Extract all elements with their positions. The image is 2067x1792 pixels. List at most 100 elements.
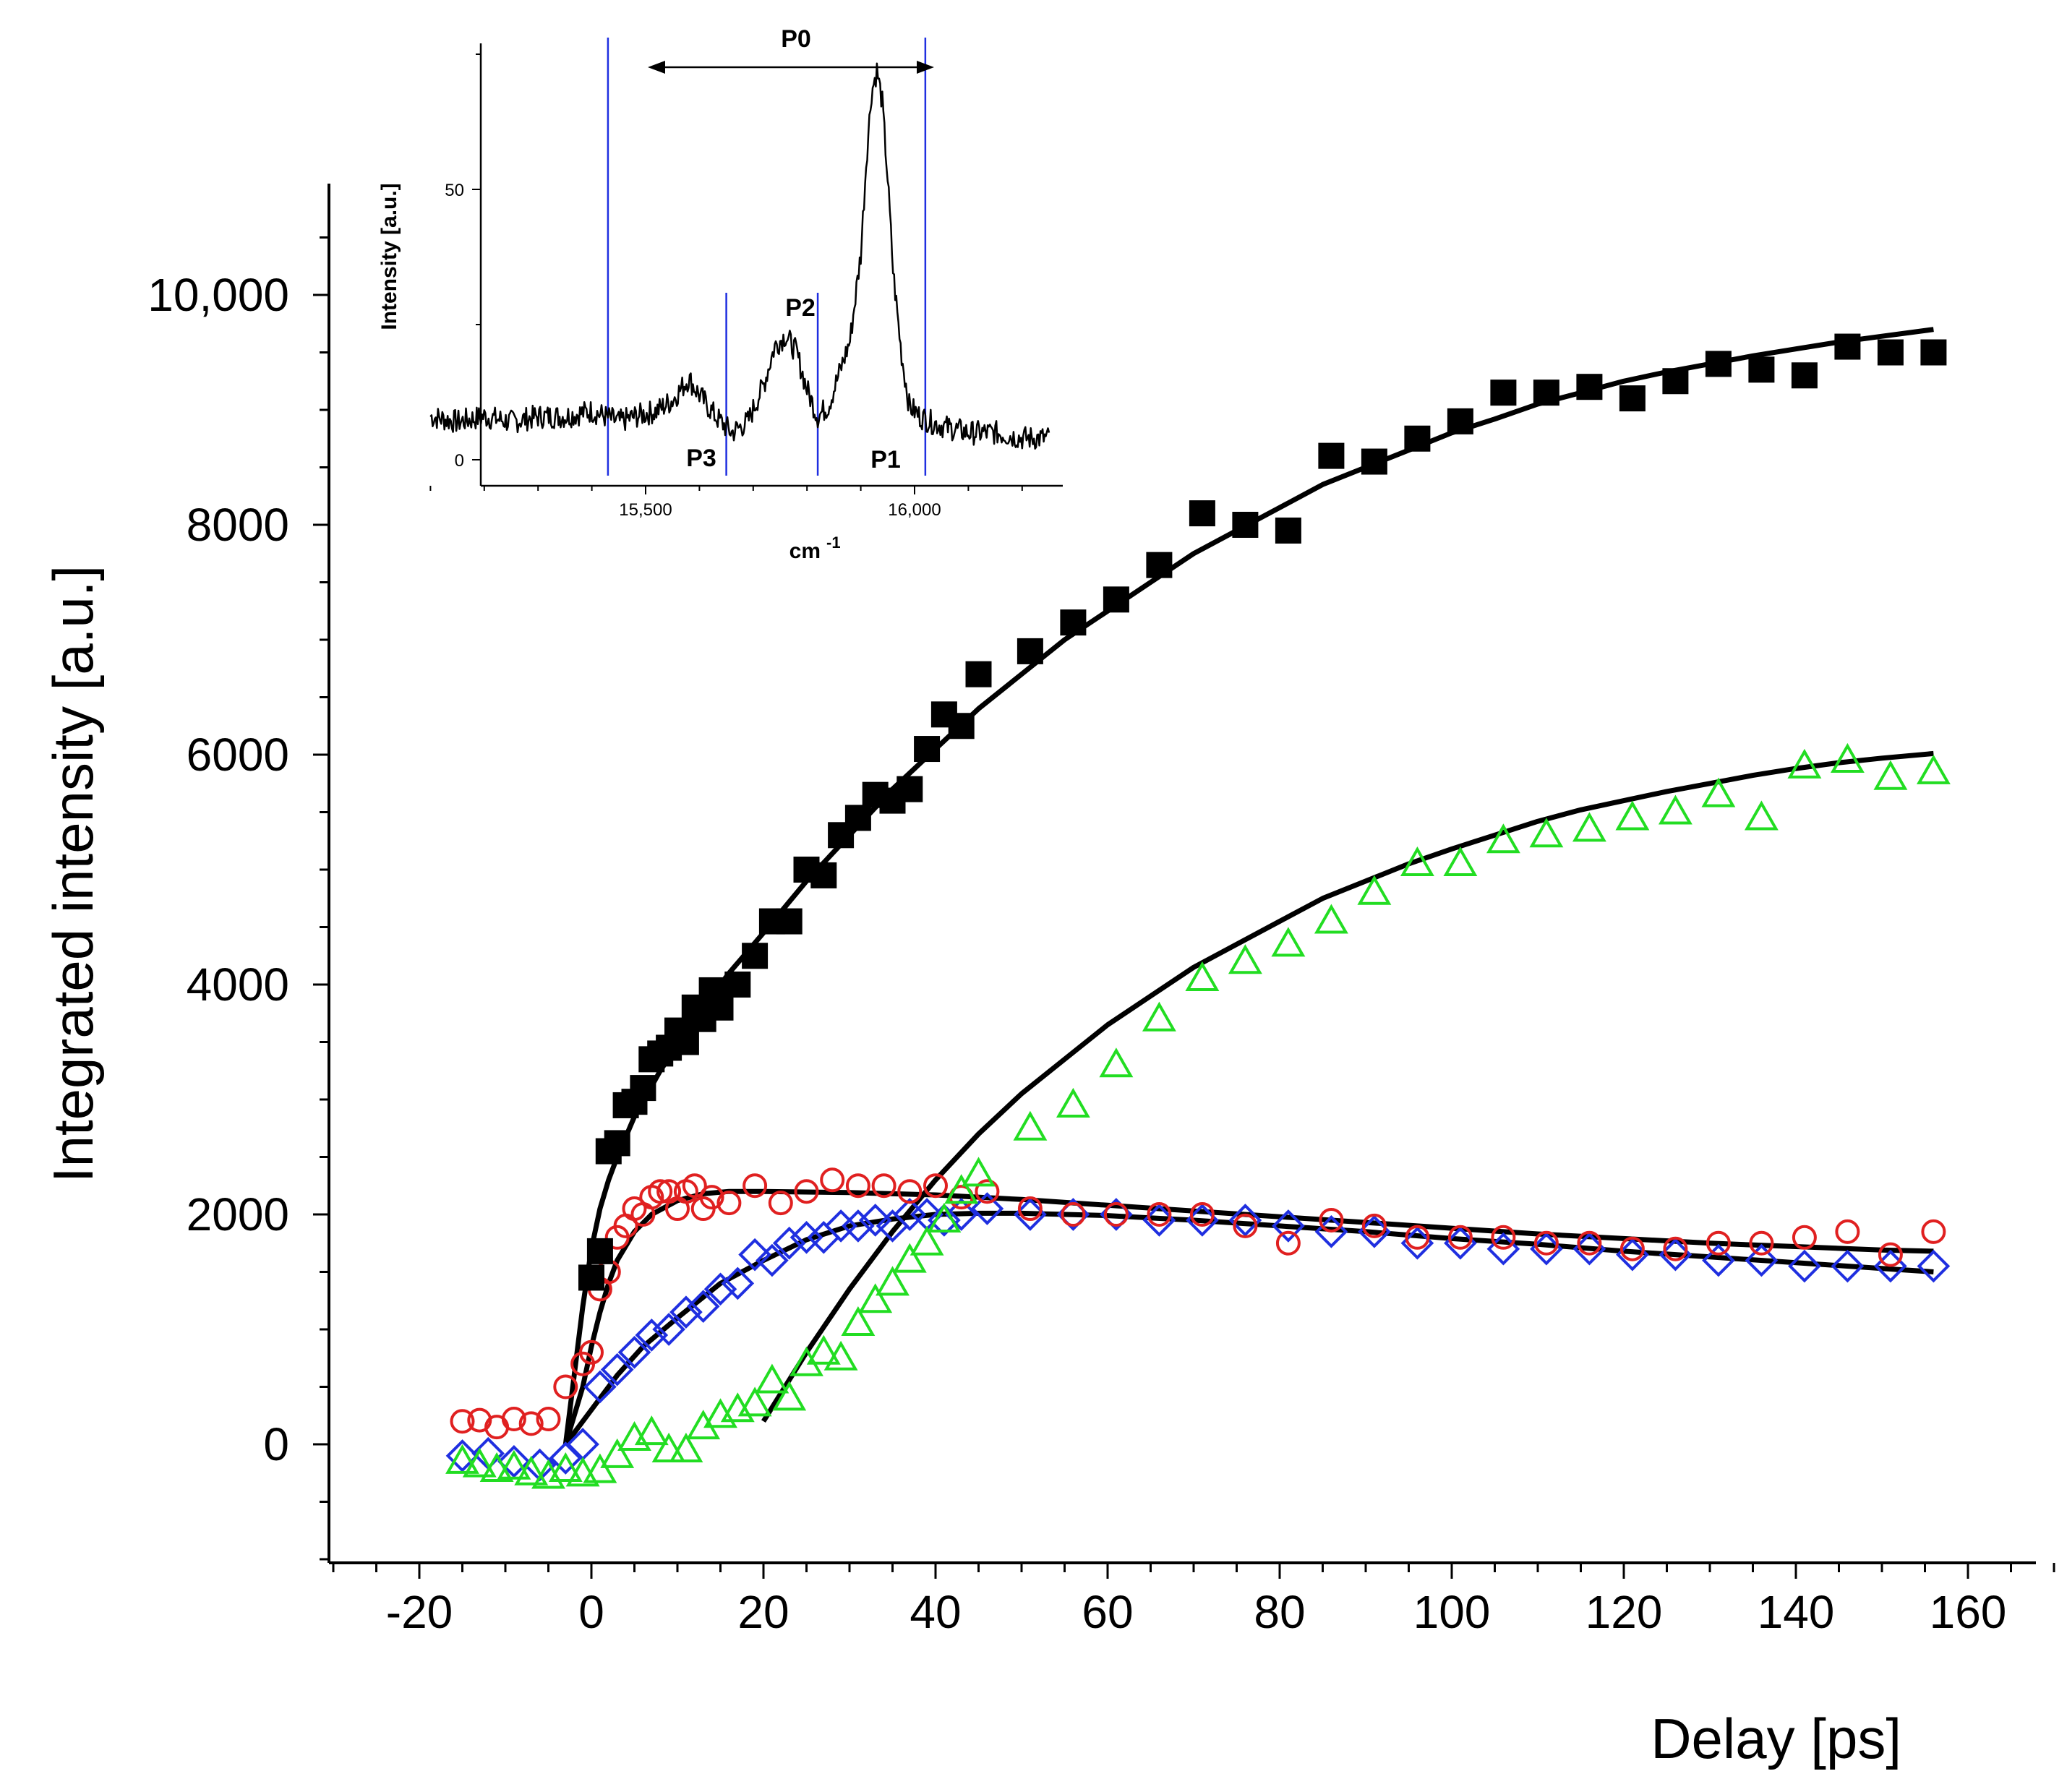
data-point-p2 (1189, 1202, 1215, 1227)
data-point-p2 (923, 1173, 948, 1199)
data-point-p0 (1662, 368, 1689, 395)
data-point-p2 (1663, 1236, 1688, 1261)
data-point-p0 (896, 776, 923, 802)
data-point-p1 (1701, 777, 1736, 807)
data-point-p1 (1787, 748, 1822, 779)
data-point-p3 (970, 1192, 1004, 1225)
data-point-p3 (686, 1290, 720, 1324)
data-point-p2 (450, 1409, 475, 1434)
data-point-p0 (1103, 586, 1129, 613)
main-axes: -20 0 20 40 60 80 100 120 140 160 0 2000 4000 6000 80… (41, 184, 2055, 1770)
data-point-p1 (445, 1444, 479, 1474)
data-point-p3 (549, 1441, 583, 1475)
data-point-p3 (858, 1204, 892, 1237)
main-x-tick-label: 140 (1758, 1586, 1835, 1638)
data-point-p1 (497, 1449, 531, 1480)
data-point-p0 (965, 661, 992, 687)
data-point-p1 (755, 1363, 789, 1394)
data-point-p1 (583, 1453, 617, 1483)
data-point-p3 (1788, 1249, 1821, 1283)
data-point-p1 (1830, 742, 1865, 773)
data-point-p1 (910, 1225, 944, 1256)
fit-curve-p3-fit (563, 1210, 1934, 1446)
data-point-p0 (1318, 442, 1345, 469)
data-point-p3 (703, 1272, 737, 1306)
inset-chart: 15,500 16,000 0 50 P0 P1 P2 P3 cm -1 Intens… (377, 25, 1064, 563)
data-point-p1 (1013, 1110, 1048, 1141)
data-point-p0 (1361, 448, 1387, 475)
data-point-p0 (776, 908, 803, 935)
data-series (445, 333, 1951, 1489)
data-point-p1 (634, 1415, 669, 1446)
main-y-axis-title: Integrated intensity [a.u.] (41, 565, 105, 1183)
data-point-p3 (789, 1220, 823, 1254)
data-point-p0 (914, 736, 941, 763)
data-point-p1 (876, 1266, 910, 1296)
data-point-p2 (975, 1179, 1000, 1204)
data-point-p3 (842, 1209, 875, 1243)
data-point-p3 (1917, 1249, 1951, 1283)
data-point-p0 (1834, 333, 1861, 360)
data-point-p0 (578, 1264, 604, 1291)
data-point-p1 (1228, 944, 1262, 974)
data-point-p2 (501, 1407, 526, 1432)
data-point-p1 (1658, 794, 1692, 825)
data-point-p1 (1142, 1001, 1176, 1032)
data-point-p3 (893, 1198, 927, 1231)
main-y-tick-label: 4000 (187, 959, 289, 1011)
data-point-p1 (669, 1432, 703, 1462)
main-y-tick-label: 2000 (187, 1188, 289, 1240)
data-point-p3 (756, 1243, 789, 1277)
data-point-p3 (583, 1370, 617, 1404)
data-point-p1 (806, 1334, 841, 1365)
data-point-p0 (1146, 552, 1173, 578)
inset-p0-arrowhead-left (648, 61, 665, 74)
data-point-p2 (1533, 1230, 1559, 1256)
data-point-p1 (1529, 818, 1564, 848)
data-point-p2 (820, 1167, 845, 1193)
main-x-tick-label: 120 (1585, 1586, 1663, 1638)
data-point-p3 (669, 1295, 703, 1329)
data-point-p3 (1831, 1249, 1865, 1283)
data-point-p2 (871, 1173, 896, 1199)
inset-x-axis-title: cm (789, 539, 821, 563)
data-point-p0 (672, 1029, 699, 1055)
series-p2 (450, 1167, 1946, 1440)
data-point-p3 (1745, 1243, 1779, 1277)
data-point-p1 (841, 1306, 876, 1337)
data-point-p1 (823, 1340, 858, 1371)
data-point-p0 (1017, 638, 1043, 664)
data-point-p3 (1702, 1243, 1735, 1277)
data-point-p1 (1056, 1087, 1090, 1118)
data-point-p0 (1920, 339, 1947, 366)
inset-spectrum-line (429, 62, 1050, 450)
data-point-p0 (1232, 512, 1259, 538)
data-point-p1 (1185, 961, 1220, 992)
main-x-tick-label: 100 (1413, 1586, 1491, 1638)
data-point-p1 (1314, 904, 1348, 934)
data-point-p1 (892, 1243, 927, 1273)
data-point-p0 (1748, 356, 1775, 383)
data-point-p2 (518, 1411, 544, 1436)
data-point-p0 (1576, 374, 1603, 400)
inset-label-p3: P3 (686, 445, 716, 472)
data-point-p2 (1233, 1213, 1258, 1238)
inset-ticks: 15,500 16,000 0 50 (429, 53, 1023, 520)
main-x-ticks: -20 0 20 40 60 80 100 120 140 160 (332, 1563, 2055, 1638)
data-point-p2 (579, 1339, 604, 1365)
main-y-tick-label: 10,000 (147, 269, 289, 321)
data-point-p0 (707, 994, 734, 1021)
data-point-p1 (1271, 927, 1306, 957)
data-point-p2 (467, 1407, 492, 1433)
data-point-p0 (1791, 362, 1818, 389)
main-x-tick-label: 80 (1254, 1586, 1305, 1638)
data-point-p0 (1404, 425, 1431, 452)
data-point-p2 (1577, 1230, 1602, 1256)
series-p0 (578, 333, 1947, 1291)
data-point-p0 (1877, 339, 1904, 366)
inset-x-axis-title-superscript: -1 (826, 533, 841, 552)
data-point-p3 (721, 1266, 755, 1300)
data-point-p0 (1060, 609, 1087, 636)
data-point-p2 (794, 1179, 819, 1204)
data-point-p2 (897, 1179, 923, 1204)
